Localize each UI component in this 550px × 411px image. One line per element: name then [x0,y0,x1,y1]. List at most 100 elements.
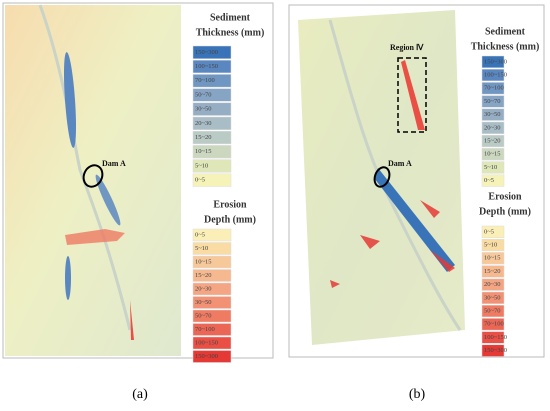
legend-swatch [481,68,505,82]
legend-label: 10~15 [195,148,212,155]
legend-label: 10~15 [484,255,501,262]
deposit [374,168,455,272]
legend-title: Erosion [213,199,247,210]
legend-label: 70~100 [484,85,504,92]
legend-swatch [481,331,505,344]
legend-label: 0~5 [195,231,205,238]
legend-label: 70~100 [195,326,215,333]
legend-title: Erosion [488,191,522,202]
legend-swatch [481,55,505,68]
legend-label: 30~50 [195,106,212,113]
legend-swatch [192,228,232,242]
legend-swatch [192,350,232,363]
legend-swatch [481,265,505,278]
legend-swatch [192,74,232,88]
legend-swatch [481,344,505,357]
legend-label: 20~30 [195,285,212,292]
annotation: Dam A [388,159,412,168]
legend-swatch [481,134,505,148]
legend-label: 150~300 [484,347,507,354]
deposit [65,256,71,300]
legend-swatch [192,102,232,116]
legend-title: Sediment [485,26,526,37]
legend-swatch [192,309,232,323]
legend-swatch [192,45,232,59]
erosion [130,300,134,340]
legend-title: Depth (mm) [204,214,256,225]
annotation: Region Ⅳ [390,43,424,52]
legend-swatch [192,282,232,296]
legend-swatch [481,148,505,161]
legend-swatch [192,59,232,74]
legend-swatch [481,252,505,265]
legend-title: Thickness (mm) [196,27,265,38]
legend-label: 150~300 [195,49,218,56]
legend-label: 50~70 [484,98,501,105]
legend-label: 30~50 [484,111,501,118]
legend-swatch [192,296,232,309]
legend-label: 5~10 [484,242,497,249]
panel-frame [2,2,274,359]
legend-label: 0~5 [195,177,205,184]
legend-label: 100~150 [484,72,507,79]
legend-label: 10~15 [484,151,501,158]
panel-frame [288,4,545,358]
legend-label: 100~150 [195,339,218,346]
legend-swatch [192,323,232,336]
legend-swatch [192,88,232,102]
legend-swatch [481,108,505,121]
legend-title: Thickness (mm) [471,41,540,52]
legend-swatch [481,161,505,174]
legend-label: 150~300 [484,58,507,65]
annotation: Dam A [102,159,126,168]
erosion [65,229,125,245]
legend-label: 15~20 [484,138,501,145]
legend-label: 20~30 [484,124,501,131]
legend-label: 10~15 [195,258,212,265]
erosion [401,60,425,130]
legend-label: 30~50 [195,299,212,306]
legend-swatch [192,336,232,350]
legend-swatch [192,130,232,145]
legend-label: 15~20 [484,268,501,275]
legend-swatch [481,82,505,95]
legend-swatch [192,269,232,282]
deposit [63,52,77,148]
legend-swatch [192,255,232,269]
legend-label: 100~150 [195,63,218,70]
legend-swatch [192,116,232,130]
caption: (a) [132,387,148,402]
legend-swatch [192,145,232,159]
legend-swatch [481,278,505,291]
legend-swatch [192,242,232,255]
legend-label: 20~30 [195,120,212,127]
legend-swatch [481,95,505,108]
legend-swatch [481,225,505,238]
region-box [397,57,427,133]
legend-label: 5~10 [195,162,208,169]
legend-label: 15~20 [195,272,212,279]
legend-label: 50~70 [195,312,212,319]
legend-label: 50~70 [484,308,501,315]
legend-swatch [481,318,505,331]
dam-marker [373,166,391,188]
caption: (b) [409,387,426,402]
legend-label: 20~30 [484,281,501,288]
legend-title: Sediment [210,12,251,23]
map [5,5,181,356]
legend-label: 0~5 [484,228,494,235]
legend-label: 50~70 [195,91,212,98]
legend-label: 70~100 [484,321,504,328]
legend-swatch [481,238,505,252]
legend-swatch [481,174,505,187]
legend-label: 150~300 [195,353,218,360]
legend-swatch [481,291,505,304]
legend-swatch [192,159,232,173]
legend-label: 15~20 [195,134,212,141]
valley [38,4,132,331]
legend-label: 0~5 [484,177,494,184]
dam-marker [82,164,104,188]
legend-swatch [481,121,505,134]
